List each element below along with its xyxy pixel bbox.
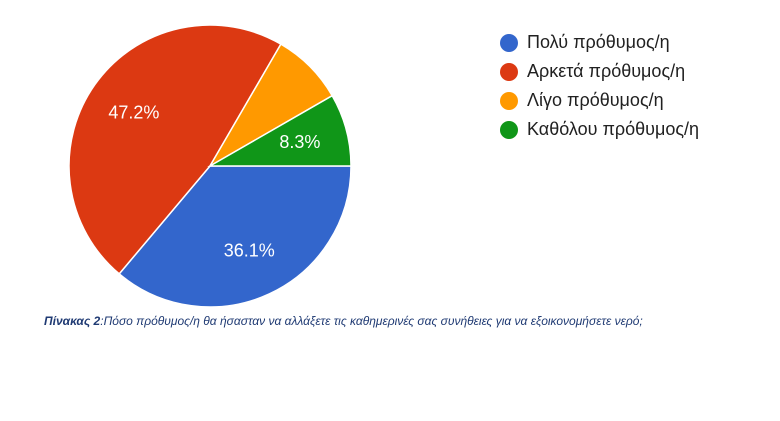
legend-label-katholou: Καθόλου πρόθυμος/η — [527, 119, 700, 139]
caption-prefix: Πίνακας 2 — [44, 314, 101, 328]
pie-label-poly: 36.1% — [224, 240, 275, 260]
legend-item-katholou: Καθόλου πρόθυμος/η — [500, 115, 699, 144]
pie-label-arketa: 47.2% — [108, 102, 159, 122]
pie-slice-katholou — [207, 94, 352, 167]
legend-item-poly: Πολύ πρόθυμος/η — [500, 28, 699, 57]
figure-caption: Πίνακας 2:Πόσο πρόθυμος/η θα ήσασταν να … — [44, 314, 643, 328]
legend: Πολύ πρόθυμος/η Αρκετά πρόθυμος/η Λίγο πρό… — [500, 28, 699, 144]
legend-swatch-ligo — [500, 91, 518, 110]
caption-text: :Πόσο πρόθυμος/η θα ήσασταν να αλλάξετε … — [100, 314, 643, 328]
pie-slice-poly — [118, 165, 352, 308]
legend-swatch-arketa — [500, 62, 518, 81]
legend-item-ligo: Λίγο πρόθυμος/η — [500, 86, 699, 115]
legend-label-poly: Πολύ πρόθυμος/η — [527, 32, 670, 52]
legend-swatch-poly — [500, 33, 518, 52]
legend-label-ligo: Λίγο πρόθυμος/η — [527, 90, 664, 110]
pie-label-katholou: 8.3% — [279, 132, 320, 152]
pie-slice-arketa — [68, 24, 282, 275]
legend-swatch-katholou — [500, 120, 518, 139]
pie-chart: 36.1% 47.2% 8.3% — [68, 24, 352, 308]
legend-label-arketa: Αρκετά πρόθυμος/η — [527, 61, 686, 81]
legend-item-arketa: Αρκετά πρόθυμος/η — [500, 57, 699, 86]
